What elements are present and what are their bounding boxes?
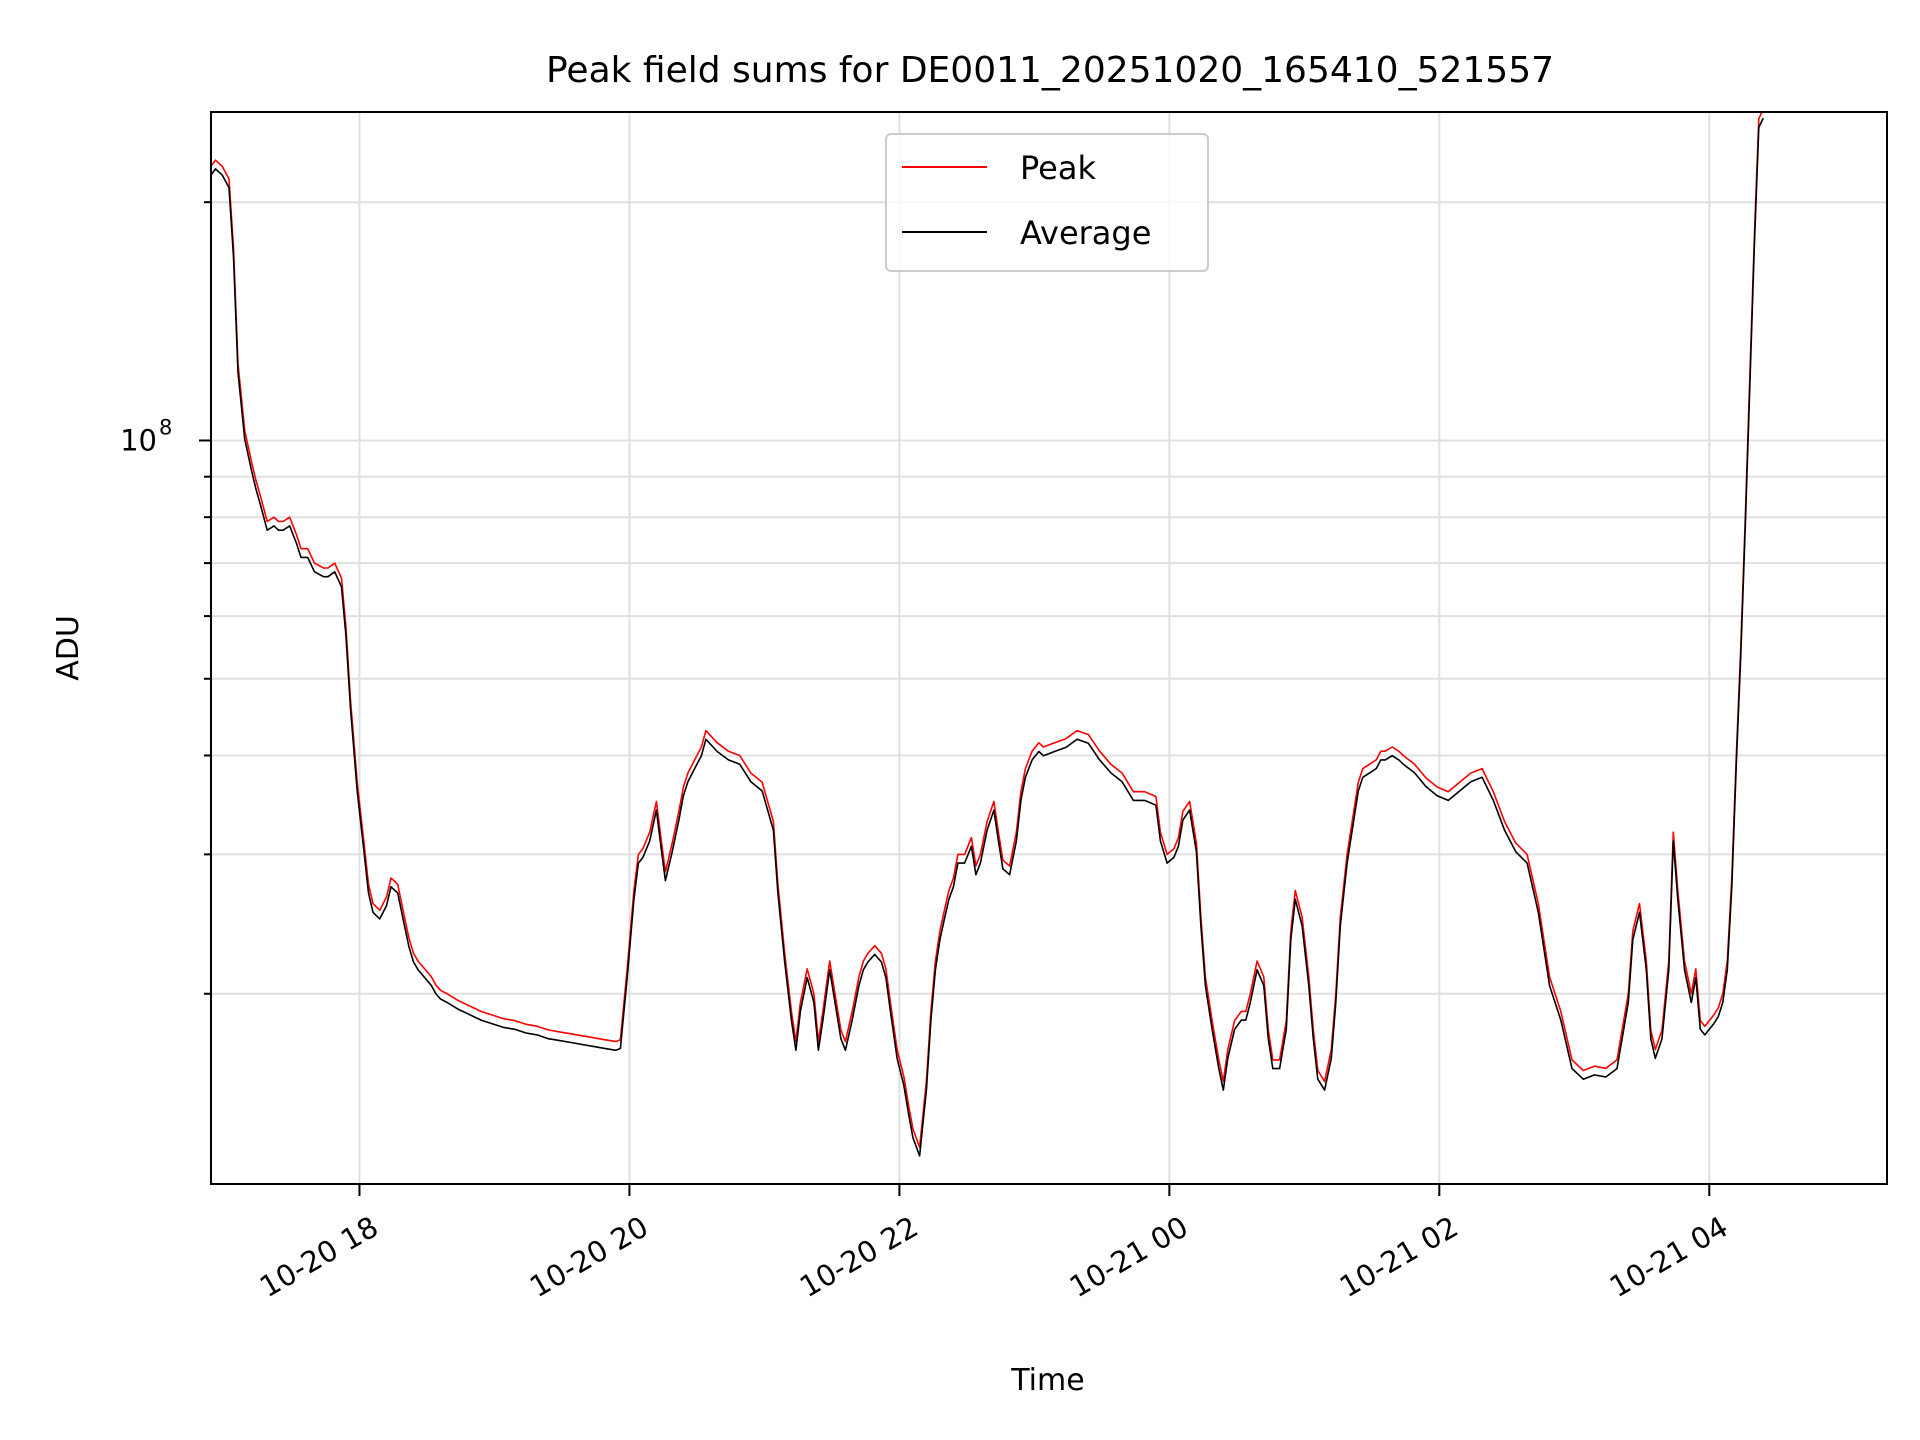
plot-frame	[210, 111, 1888, 1185]
y-tick-label-exp: 8	[159, 415, 172, 439]
series-line-peak	[211, 112, 1763, 1148]
x-axis-label: Time	[1010, 1363, 1084, 1398]
x-tick-label: 10-21 00	[1064, 1209, 1194, 1304]
x-tick-label: 10-20 20	[524, 1209, 654, 1304]
gridlines	[211, 112, 1887, 1184]
chart-title: Peak field sums for DE0011_20251020_1654…	[546, 50, 1554, 91]
y-tick-label-base: 10	[120, 423, 157, 457]
x-tick-label: 10-20 22	[794, 1209, 924, 1304]
legend: Peak Average	[885, 133, 1209, 272]
x-axis: 10-20 18 10-20 20 10-20 22 10-21 00 10-21 02…	[254, 1184, 1734, 1304]
legend-label-peak: Peak	[1020, 149, 1096, 187]
legend-box	[885, 133, 1209, 272]
x-tick-label: 10-20 18	[254, 1209, 384, 1304]
x-tick-label: 10-21 04	[1604, 1209, 1734, 1304]
y-axis: 10 8	[120, 201, 211, 995]
legend-label-average: Average	[1020, 214, 1151, 252]
x-tick-label: 10-21 02	[1334, 1209, 1464, 1304]
series-line-average	[211, 117, 1765, 1157]
y-axis-label: ADU	[51, 615, 86, 681]
